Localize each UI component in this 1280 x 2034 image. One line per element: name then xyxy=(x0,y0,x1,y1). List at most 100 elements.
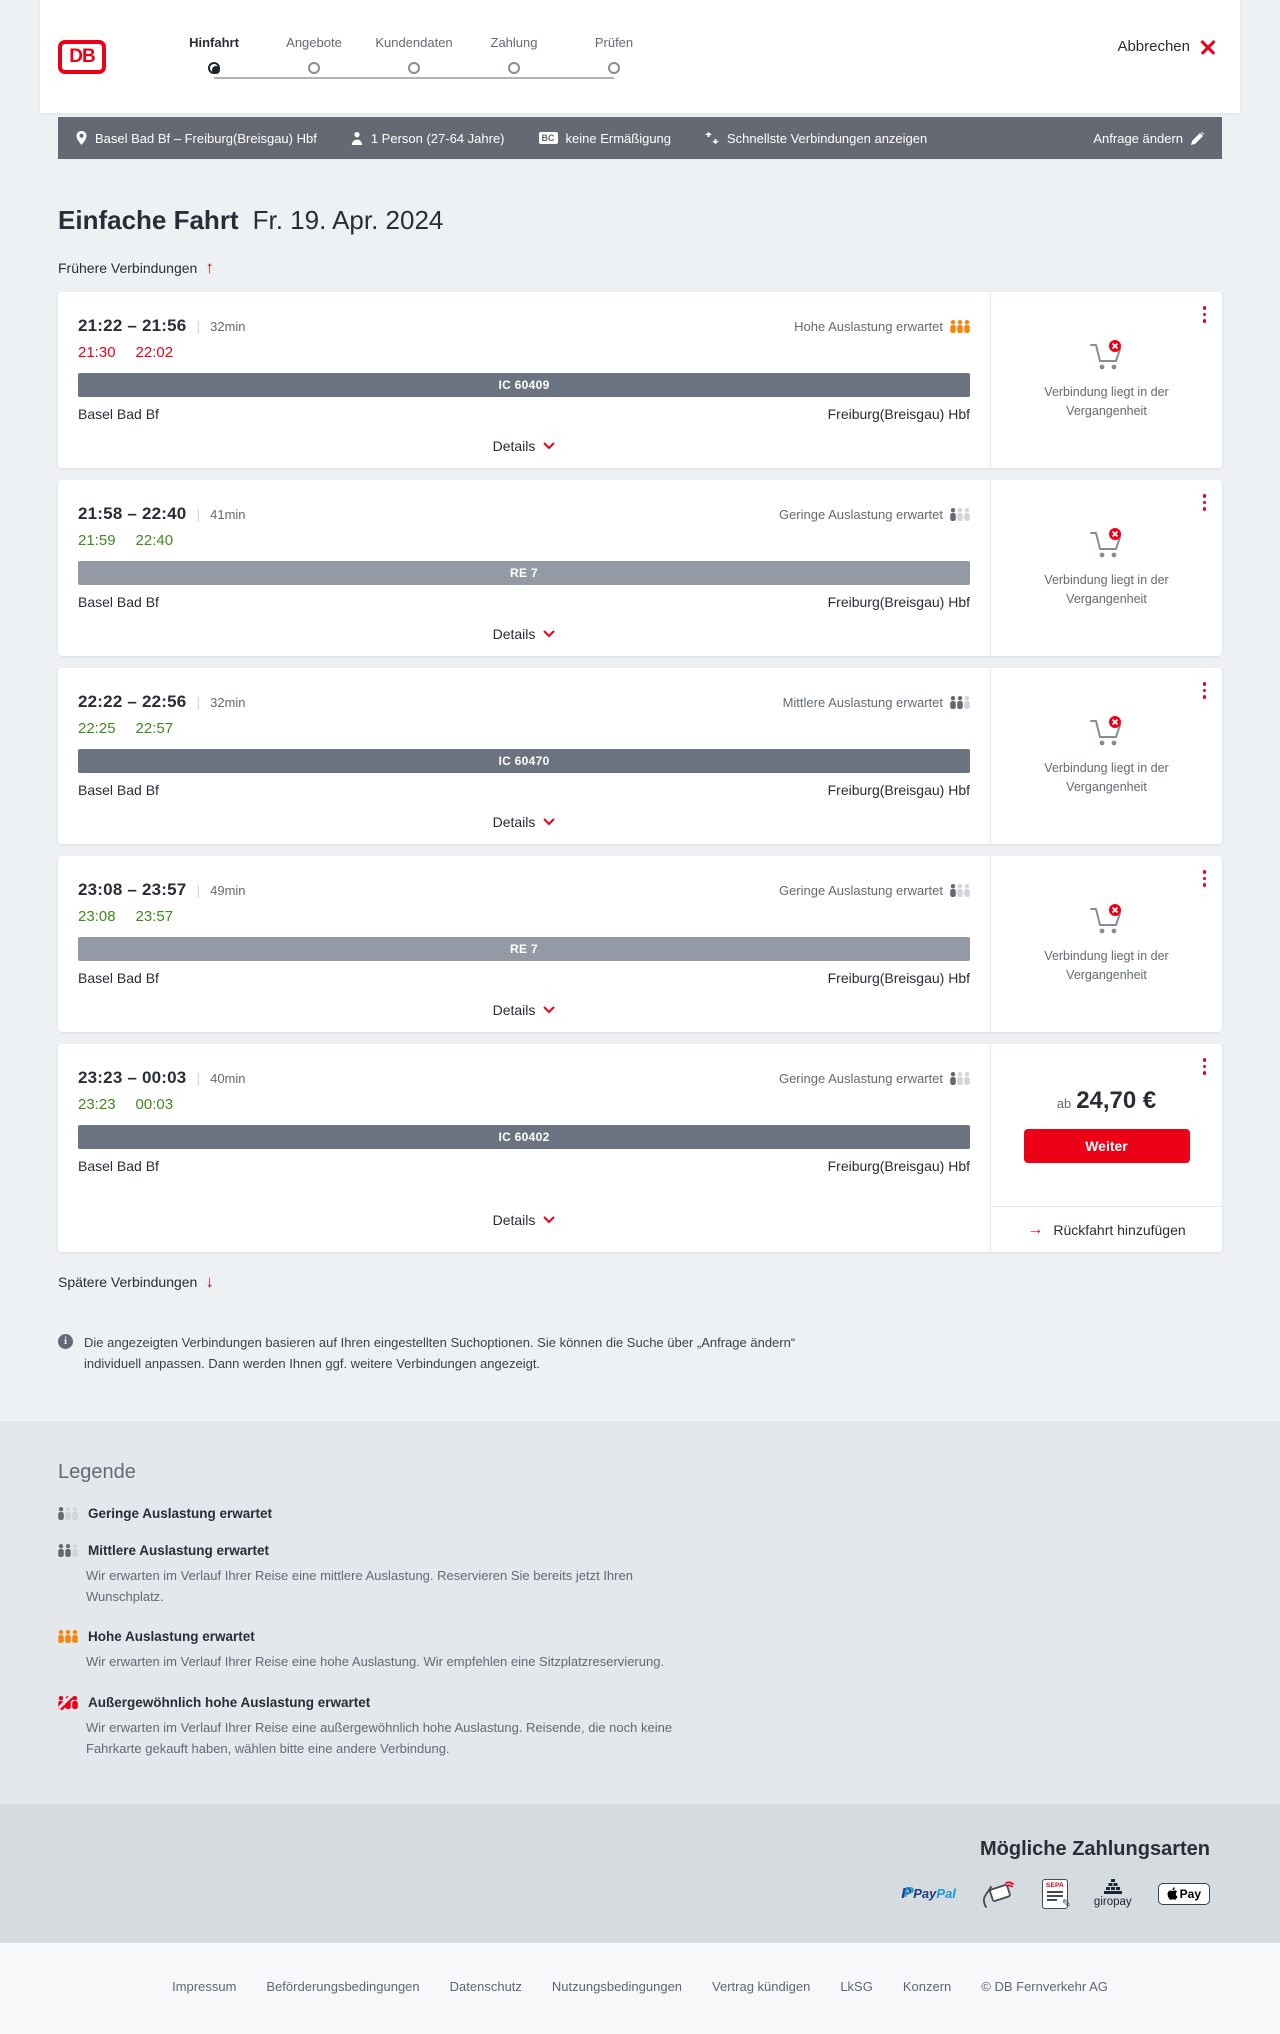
step-dot xyxy=(608,61,620,74)
actual-departure: 21:59 xyxy=(78,532,116,549)
weiter-button[interactable]: Weiter xyxy=(1023,1129,1190,1163)
details-toggle[interactable]: Details xyxy=(493,1212,556,1228)
search-criteria-bar: Basel Bad Bf – Freiburg(Breisgau) Hbf 1 … xyxy=(58,117,1222,159)
passenger-summary: 1 Person (27-64 Jahre) xyxy=(351,131,505,146)
realtime-times: 23:08 23:57 xyxy=(78,908,970,925)
details-toggle[interactable]: Details xyxy=(493,1002,556,1018)
duration: 32min xyxy=(210,695,246,710)
app-header: DB Hinfahrt Angebote Kundendaten Zahlung… xyxy=(40,0,1240,113)
applepay-icon: Pay xyxy=(1157,1882,1210,1905)
step-angebote: Angebote xyxy=(254,34,374,74)
step-dot xyxy=(408,61,420,74)
chevron-down-icon xyxy=(543,442,556,450)
edit-request-button[interactable]: Anfrage ändern xyxy=(1093,131,1204,146)
details-toggle[interactable]: Details xyxy=(493,626,556,642)
sort-option-toggle[interactable]: Schnellste Verbindungen anzeigen xyxy=(705,131,927,146)
occupancy-low-icon xyxy=(950,1072,970,1085)
chevron-down-icon xyxy=(543,630,556,638)
connection-card[interactable]: 21:58 – 22:40 | 41min Geringe Auslastung… xyxy=(78,504,970,642)
later-connections-link[interactable]: Spätere Verbindungen ↓ xyxy=(58,1272,214,1291)
price-prefix: ab xyxy=(1056,1096,1072,1111)
details-toggle[interactable]: Details xyxy=(493,438,556,454)
origin-station: Basel Bad Bf xyxy=(78,970,159,986)
discount-summary: BC keine Ermäßigung xyxy=(538,131,671,146)
footer-link-lksg[interactable]: LkSG xyxy=(840,1978,873,1994)
duration: 49min xyxy=(210,883,246,898)
time-range: 22:22 – 22:56 xyxy=(78,692,187,711)
footer-link-konzern[interactable]: Konzern xyxy=(902,1978,952,1994)
destination-station: Freiburg(Breisgau) Hbf xyxy=(827,406,970,422)
arrow-up-icon: ↑ xyxy=(205,258,214,277)
step-pruefen: Prüfen xyxy=(554,34,674,74)
occupancy-high-icon xyxy=(58,1630,78,1644)
step-zahlung: Zahlung xyxy=(454,34,574,74)
occupancy-medium-icon xyxy=(58,1543,78,1557)
footer-link-nutzungsbedingungen[interactable]: Nutzungsbedingungen xyxy=(551,1978,683,1994)
swap-arrows-icon xyxy=(705,132,720,144)
footer-link-impressum[interactable]: Impressum xyxy=(172,1978,237,1994)
add-return-trip-button[interactable]: → Rückfahrt hinzufügen xyxy=(991,1206,1222,1252)
close-icon xyxy=(1200,39,1216,55)
connection-row: 23:23 – 00:03 | 40min Geringe Auslastung… xyxy=(58,1044,1222,1252)
connection-list: 21:22 – 21:56 | 32min Hohe Auslastung er… xyxy=(58,292,1222,1252)
search-info-note: i Die angezeigten Verbindungen basieren … xyxy=(58,1332,848,1375)
occupancy-indicator: Hohe Auslastung erwartet xyxy=(794,319,970,334)
connection-side-panel: Verbindung liegt in der Vergangenheit xyxy=(990,480,1222,656)
connection-card[interactable]: 23:08 – 23:57 | 49min Geringe Auslastung… xyxy=(78,880,970,1018)
time-range: 23:23 – 00:03 xyxy=(78,1068,187,1087)
connection-card[interactable]: 22:22 – 22:56 | 32min Mittlere Auslastun… xyxy=(78,692,970,830)
giropay-icon: giropay xyxy=(1094,1879,1132,1908)
stepper-track xyxy=(214,76,614,79)
destination-station: Freiburg(Breisgau) Hbf xyxy=(827,594,970,610)
time-range: 21:58 – 22:40 xyxy=(78,504,187,523)
origin-station: Basel Bad Bf xyxy=(78,594,159,610)
cancel-button[interactable]: Abbrechen xyxy=(1117,38,1216,55)
kebab-menu-icon[interactable] xyxy=(1201,492,1209,513)
past-connection-message: Verbindung liegt in der Vergangenheit xyxy=(1044,761,1169,794)
connection-card[interactable]: 23:23 – 00:03 | 40min Geringe Auslastung… xyxy=(78,1068,970,1228)
kebab-menu-icon[interactable] xyxy=(1201,1056,1209,1077)
page-heading: Einfache Fahrt Fr. 19. Apr. 2024 xyxy=(58,205,1222,236)
time-range: 21:22 – 21:56 xyxy=(78,316,187,335)
pencil-icon xyxy=(1191,131,1204,145)
actual-departure: 21:30 xyxy=(78,344,116,361)
cart-unavailable-icon xyxy=(1089,528,1121,559)
past-connection-message: Verbindung liegt in der Vergangenheit xyxy=(1044,949,1169,982)
price-side-panel: ab 24,70 € Weiter → Rückfahrt hinzufügen xyxy=(990,1044,1222,1252)
step-dot-active xyxy=(208,61,220,74)
db-logo[interactable]: DB xyxy=(58,39,106,74)
kebab-menu-icon[interactable] xyxy=(1201,868,1209,889)
bahncard-icon: BC xyxy=(538,131,558,145)
footer-link-datenschutz[interactable]: Datenschutz xyxy=(449,1978,522,1994)
earlier-connections-link[interactable]: Frühere Verbindungen ↑ xyxy=(58,258,214,277)
copyright: © DB Fernverkehr AG xyxy=(981,1978,1108,1994)
legend-item-low: Geringe Auslastung erwartet xyxy=(58,1506,1222,1521)
person-icon xyxy=(351,131,363,145)
arrow-right-icon: → xyxy=(1027,1220,1044,1238)
connection-side-panel: Verbindung liegt in der Vergangenheit xyxy=(990,856,1222,1032)
step-hinfahrt: Hinfahrt xyxy=(154,34,274,74)
occupancy-high-icon xyxy=(950,320,970,333)
details-toggle[interactable]: Details xyxy=(493,814,556,830)
footer-link-vertrag-kuendigen[interactable]: Vertrag kündigen xyxy=(712,1978,811,1994)
kebab-menu-icon[interactable] xyxy=(1201,304,1209,325)
kebab-menu-icon[interactable] xyxy=(1201,680,1209,701)
occupancy-indicator: Geringe Auslastung erwartet xyxy=(779,1071,970,1086)
connection-row: 22:22 – 22:56 | 32min Mittlere Auslastun… xyxy=(58,668,1222,844)
connection-row: 21:58 – 22:40 | 41min Geringe Auslastung… xyxy=(58,480,1222,656)
footer-link-befoerderungsbedingungen[interactable]: Beförderungsbedingungen xyxy=(266,1978,420,1994)
info-icon: i xyxy=(58,1334,73,1349)
legend-section: Legende Geringe Auslastung erwartet Mitt… xyxy=(0,1420,1280,1804)
realtime-times: 23:23 00:03 xyxy=(78,1096,970,1113)
train-segment-bar: RE 7 xyxy=(78,937,970,961)
destination-station: Freiburg(Breisgau) Hbf xyxy=(827,1158,970,1174)
connection-side-panel: Verbindung liegt in der Vergangenheit xyxy=(990,292,1222,468)
cart-unavailable-icon xyxy=(1089,716,1121,747)
occupancy-extreme-icon xyxy=(58,1695,78,1710)
creditcard-icon xyxy=(982,1879,1016,1909)
occupancy-indicator: Geringe Auslastung erwartet xyxy=(779,507,970,522)
time-range: 23:08 – 23:57 xyxy=(78,880,187,899)
step-kundendaten: Kundendaten xyxy=(354,34,474,74)
connection-card[interactable]: 21:22 – 21:56 | 32min Hohe Auslastung er… xyxy=(78,316,970,454)
